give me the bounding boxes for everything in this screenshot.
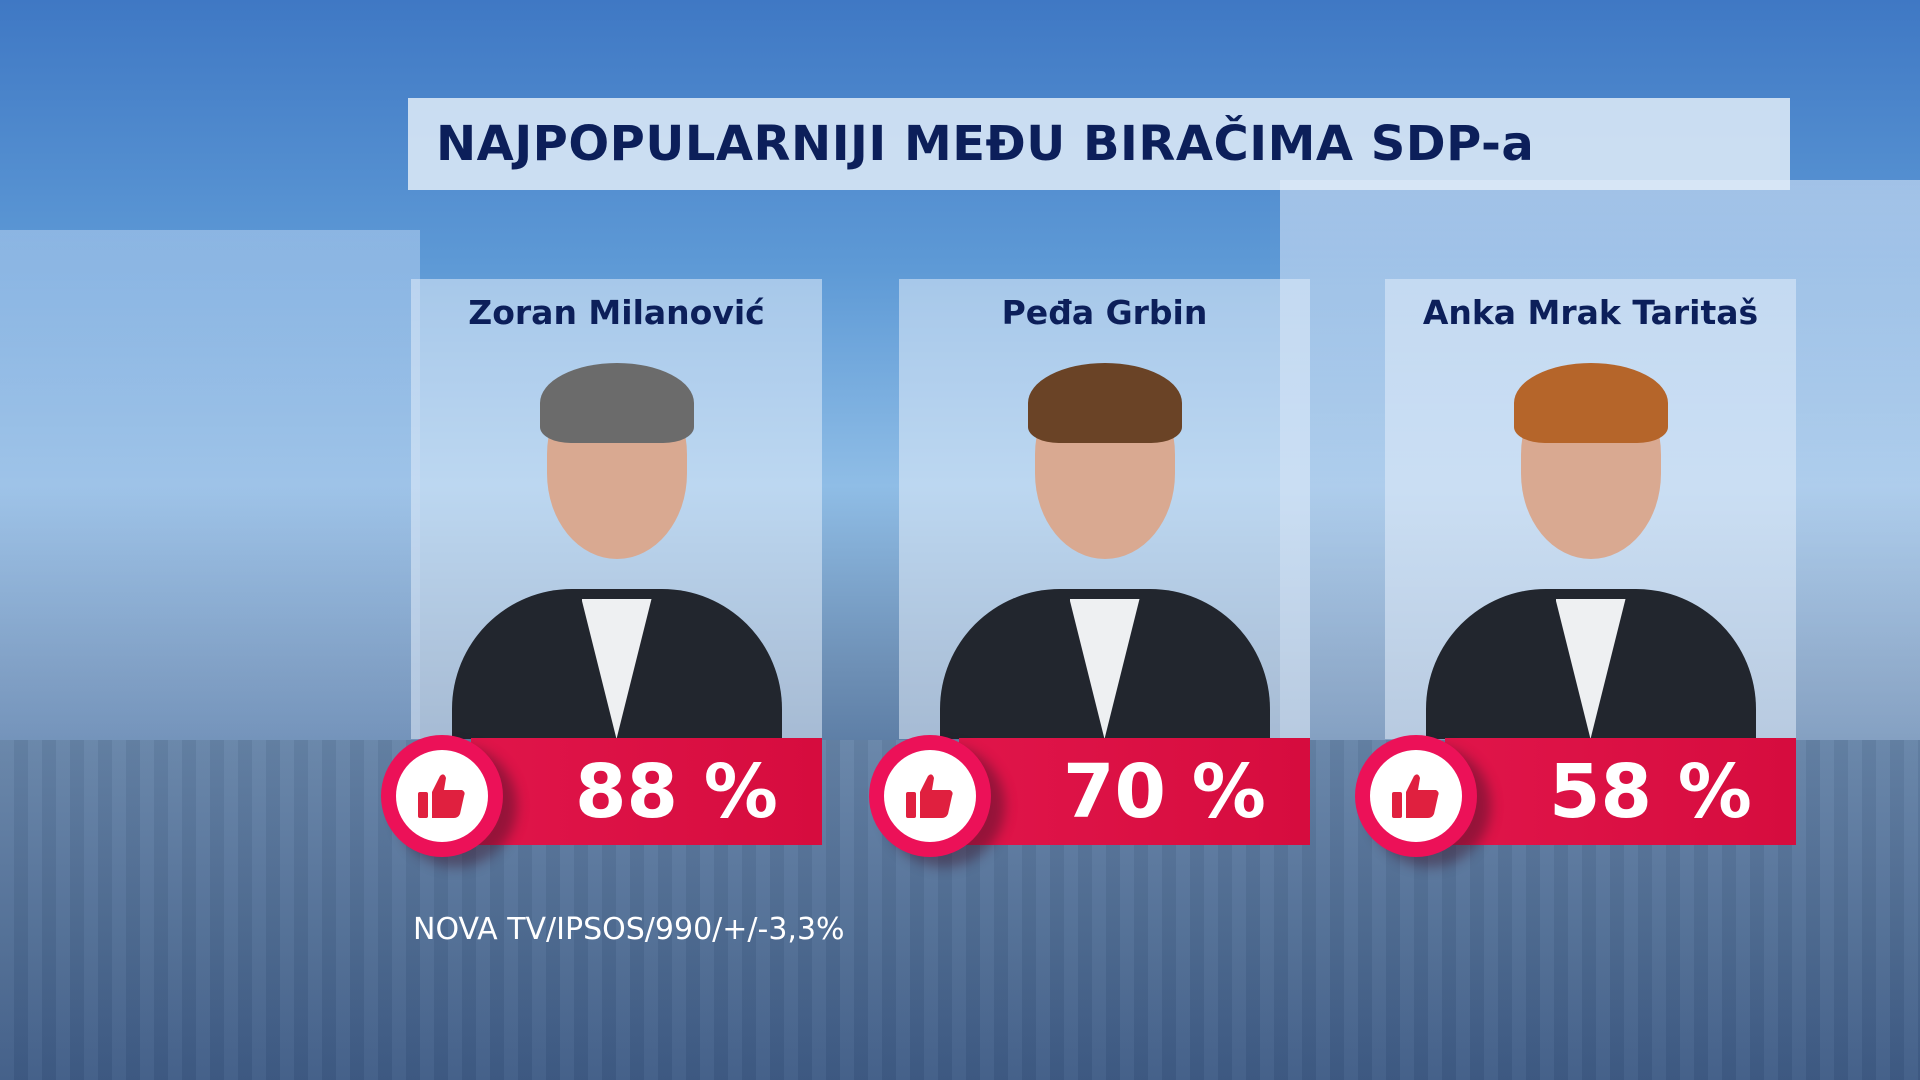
title-banner: NAJPOPULARNIJI MEĐU BIRAČIMA SDP-a xyxy=(408,98,1790,190)
candidate-percent: 88 % xyxy=(575,748,778,835)
candidate-percent: 58 % xyxy=(1549,748,1752,835)
thumb-badge xyxy=(1355,735,1477,857)
poll-source: NOVA TV/IPSOS/990/+/-3,3% xyxy=(413,912,845,947)
candidate-percent: 70 % xyxy=(1063,748,1266,835)
candidate-name: Anka Mrak Taritaš xyxy=(1422,293,1759,332)
candidate-photo xyxy=(939,363,1270,739)
percent-bar: 58 % xyxy=(1445,738,1796,845)
thumb-badge xyxy=(869,735,991,857)
candidate-name: Peđa Grbin xyxy=(1001,293,1208,332)
candidate-card: Peđa Grbin xyxy=(899,279,1310,739)
background-building-left xyxy=(0,230,420,790)
candidate-card: Anka Mrak Taritaš xyxy=(1385,279,1796,739)
candidate-name: Zoran Milanović xyxy=(468,293,765,332)
candidate-photo xyxy=(1425,363,1756,739)
thumb-badge xyxy=(381,735,503,857)
candidate-card: Zoran Milanović xyxy=(411,279,822,739)
page-title: NAJPOPULARNIJI MEĐU BIRAČIMA SDP-a xyxy=(436,116,1535,172)
thumbs-up-icon xyxy=(1392,774,1439,818)
percent-bar: 70 % xyxy=(959,738,1310,845)
candidate-photo xyxy=(451,363,782,739)
thumbs-up-icon xyxy=(906,774,953,818)
percent-bar: 88 % xyxy=(471,738,822,845)
thumbs-up-icon xyxy=(418,774,465,818)
